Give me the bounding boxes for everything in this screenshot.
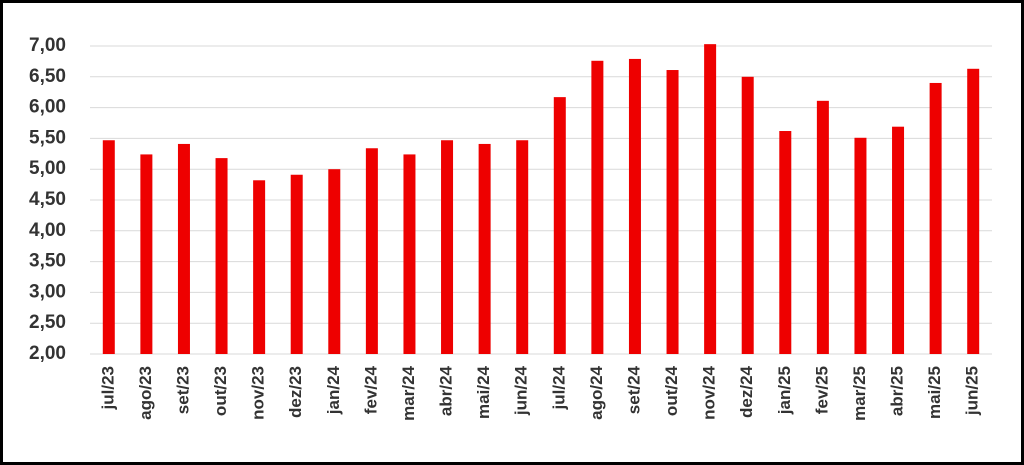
bar	[177, 143, 190, 354]
x-tick-label: mar/24	[399, 365, 418, 420]
x-tick-label: mar/25	[850, 366, 869, 421]
bar	[215, 158, 228, 354]
y-tick-label: 6,00	[29, 97, 66, 118]
bar	[704, 44, 717, 354]
bar	[365, 148, 378, 354]
bar	[816, 100, 829, 354]
bar	[628, 58, 641, 354]
bar	[102, 140, 115, 354]
x-tick-label: jun/25	[963, 366, 982, 416]
x-tick-label: fev/25	[812, 366, 831, 414]
x-tick-label: out/23	[211, 366, 230, 416]
x-tick-label: nov/23	[249, 366, 268, 420]
x-tick-label: abr/24	[437, 365, 456, 416]
y-tick-label: 5,50	[29, 127, 66, 148]
bar	[779, 131, 792, 354]
bar	[140, 154, 153, 354]
bar	[290, 174, 303, 354]
x-tick-label: fev/24	[361, 365, 380, 414]
bar	[478, 143, 491, 354]
bar	[553, 97, 566, 355]
x-tick-label: abr/25	[888, 366, 907, 416]
bar	[892, 126, 905, 354]
y-tick-label: 3,50	[29, 251, 66, 272]
x-tick-label: set/23	[173, 366, 192, 414]
y-tick-label: 4,50	[29, 189, 66, 210]
bar	[328, 169, 341, 354]
y-tick-label: 6,50	[29, 66, 66, 87]
x-tick-label: set/24	[624, 365, 643, 414]
bar	[591, 60, 604, 355]
x-tick-label: ago/23	[136, 366, 155, 420]
bar	[967, 68, 980, 355]
y-tick-label: 4,00	[29, 220, 66, 241]
bar	[666, 70, 679, 355]
bar	[929, 82, 942, 355]
bar	[516, 140, 529, 354]
x-tick-label: dez/24	[737, 365, 756, 418]
y-tick-label: 2,50	[29, 312, 66, 333]
x-tick-label: dez/23	[286, 366, 305, 418]
x-tick-label: out/24	[662, 365, 681, 416]
bar	[854, 137, 867, 354]
x-tick-label: jan/24	[324, 365, 343, 415]
y-tick-label: 3,00	[29, 281, 66, 302]
x-tick-label: jun/24	[512, 365, 531, 416]
y-tick-label: 5,00	[29, 158, 66, 179]
bar	[403, 154, 416, 354]
x-tick-label: jan/25	[775, 366, 794, 415]
x-tick-label: mai/24	[474, 365, 493, 418]
x-tick-label: ago/24	[587, 365, 606, 419]
y-tick-label: 2,00	[29, 343, 66, 364]
bar	[441, 140, 454, 354]
x-tick-label: jul/23	[98, 366, 117, 410]
y-tick-label: 7,00	[29, 35, 66, 56]
x-tick-label: nov/24	[700, 365, 719, 419]
bar	[253, 180, 266, 354]
x-tick-label: mai/25	[925, 366, 944, 419]
bar	[741, 76, 754, 355]
x-tick-label: jul/24	[549, 365, 568, 410]
